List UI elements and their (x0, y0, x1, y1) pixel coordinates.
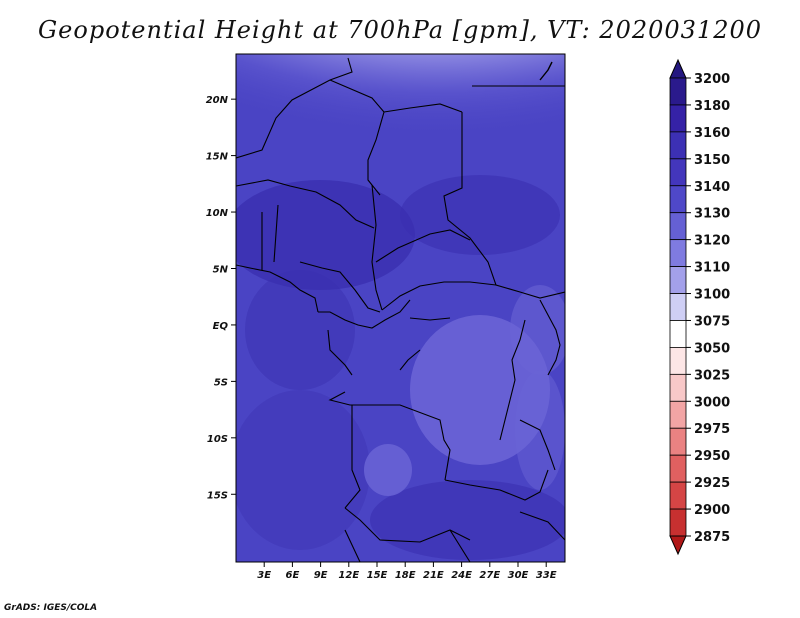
colorbar-label: 3120 (694, 234, 730, 249)
lon-tick-label: 18E (395, 570, 416, 581)
map-field (236, 54, 565, 562)
country-borders (236, 57, 565, 562)
colorbar-segment (669, 508, 687, 537)
colorbar-label: 3200 (694, 72, 730, 87)
field-dark-region (370, 480, 565, 560)
colorbar-label: 3130 (694, 207, 730, 222)
colorbar-bottom-arrow (669, 535, 687, 556)
colorbar-segment (669, 185, 687, 214)
field-dark-region (236, 390, 370, 550)
colorbar-label: 3050 (694, 341, 730, 356)
lat-tick-label: 20N (206, 95, 229, 106)
colorbar-segment (669, 347, 687, 375)
lat-tick-label: 10N (206, 208, 229, 219)
lon-tick-label: 24E (451, 570, 472, 581)
lon-tick-label: 30E (508, 570, 529, 581)
colorbar-label: 3180 (694, 99, 730, 114)
colorbar-segment (669, 266, 687, 294)
map-frame (235, 53, 566, 563)
colorbar-label: 3110 (694, 261, 730, 276)
colorbar-label: 3140 (694, 180, 730, 195)
colorbar-segment (669, 77, 687, 106)
colorbar-segment (669, 320, 687, 348)
colorbar-label: 2875 (694, 530, 730, 545)
lat-tick-label: 10S (207, 434, 228, 445)
colorbar-label: 2950 (694, 449, 730, 464)
colorbar-segment (669, 454, 687, 483)
colorbar-label: 2900 (694, 503, 730, 518)
colorbar-segment (669, 239, 687, 267)
colorbar-segment (669, 481, 687, 510)
colorbar: 3200 3180 3160 3150 3140 3130 3120 3110 3100 3075… (669, 58, 730, 556)
field-light-region (510, 285, 565, 375)
colorbar-segment (669, 293, 687, 321)
colorbar-segment (669, 427, 687, 456)
colorbar-label: 2975 (694, 422, 730, 437)
colorbar-segment (669, 158, 687, 187)
colorbar-label: 3100 (694, 288, 730, 303)
chart-title: Geopotential Height at 700hPa [gpm], VT:… (38, 16, 762, 44)
lat-tick-label: 15N (206, 152, 229, 163)
lon-tick-label: 3E (257, 570, 271, 581)
colorbar-segment (669, 373, 687, 402)
lon-tick-label: 33E (536, 570, 557, 581)
lon-tick-label: 12E (338, 570, 359, 581)
lon-tick-label: 27E (479, 570, 500, 581)
credit-text: GrADS: IGES/COLA (4, 603, 98, 613)
colorbar-label: 3160 (694, 126, 730, 141)
colorbar-segment (669, 104, 687, 133)
field-light-region (364, 444, 412, 496)
colorbar-label: 3150 (694, 153, 730, 168)
latitude-axis: 20N 15N 10N 5N EQ 5S 10S 15S (206, 95, 236, 501)
colorbar-label: 3000 (694, 395, 730, 410)
colorbar-segment (669, 131, 687, 160)
colorbar-segment (669, 400, 687, 429)
lat-tick-label: EQ (213, 321, 229, 332)
colorbar-label: 3075 (694, 314, 730, 329)
colorbar-label: 3025 (694, 368, 730, 383)
colorbar-segment (669, 212, 687, 241)
longitude-axis: 3E 6E 9E 12E 15E 18E 21E 24E 27E 30E 33E (257, 562, 557, 581)
field-dark-region (245, 270, 355, 390)
colorbar-top-arrow (669, 58, 687, 79)
ridge-gradient (236, 54, 565, 224)
lon-tick-label: 15E (367, 570, 388, 581)
lon-tick-label: 9E (314, 570, 328, 581)
lat-tick-label: 15S (207, 490, 228, 501)
colorbar-label: 2925 (694, 476, 730, 491)
lon-tick-label: 21E (423, 570, 444, 581)
lat-tick-label: 5S (214, 377, 228, 388)
lat-tick-label: 5N (213, 264, 229, 275)
lon-tick-label: 6E (286, 570, 300, 581)
